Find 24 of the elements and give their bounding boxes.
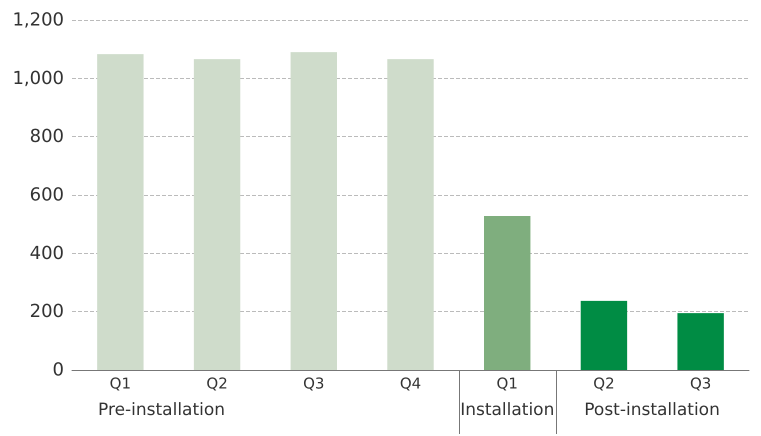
x-tick-label: Q4 — [400, 374, 422, 392]
text: Post-installation — [584, 400, 720, 420]
x-tick-label: Q1 — [110, 374, 132, 392]
x-tick-label: Q1 — [496, 374, 518, 392]
bar — [194, 59, 240, 370]
y-tick-label: 0 — [52, 360, 64, 380]
x-tick-label: Q2 — [206, 374, 228, 392]
bar — [387, 59, 434, 370]
bar — [677, 313, 724, 370]
bar — [580, 300, 628, 370]
bar — [97, 54, 144, 370]
bar — [290, 52, 337, 370]
x-tick-label: Q3 — [303, 374, 324, 392]
text: Installation — [460, 400, 554, 420]
y-tick-label: 800 — [30, 126, 64, 148]
y-tick-label: 400 — [30, 242, 64, 264]
y-tick-label: 1,000 — [12, 68, 64, 89]
x-tick-label: Q3 — [690, 374, 712, 392]
bar — [484, 216, 530, 370]
x-tick-label: Q2 — [593, 374, 615, 392]
y-tick-label: 600 — [30, 184, 64, 206]
text: Pre-installation — [98, 400, 226, 420]
y-tick-label: 200 — [30, 301, 64, 322]
y-tick-label: 1,200 — [12, 10, 64, 30]
